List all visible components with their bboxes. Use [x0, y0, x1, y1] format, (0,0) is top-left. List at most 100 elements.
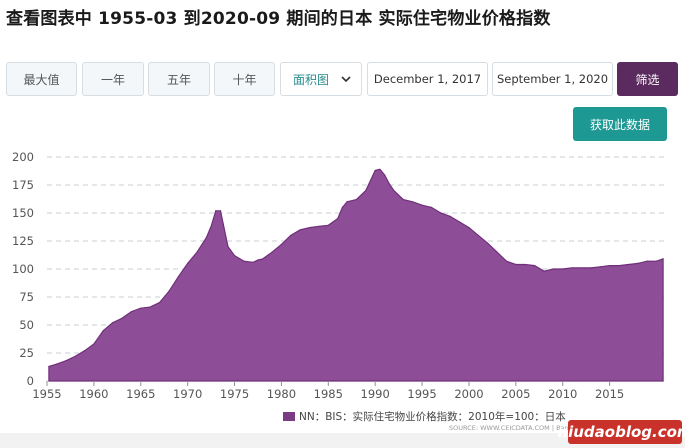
data-point [55, 363, 57, 365]
data-point [609, 265, 611, 267]
legend-label: NN：BIS：实际住宅物业价格指数：2010年=100：日本 [299, 411, 566, 423]
data-point [196, 251, 198, 253]
data-point [215, 210, 217, 212]
y-tick-label: 150 [12, 206, 34, 220]
x-tick-label: 2010 [548, 387, 577, 401]
get-data-button[interactable]: 获取此数据 [573, 107, 667, 141]
data-point [327, 224, 329, 226]
data-point [590, 267, 592, 269]
data-point [93, 343, 95, 345]
y-tick-label: 100 [12, 262, 34, 276]
data-point [271, 251, 273, 253]
data-point [65, 360, 67, 362]
y-tick-label: 75 [19, 290, 34, 304]
data-point [210, 225, 212, 228]
data-point [599, 266, 601, 268]
range-1y-button[interactable]: 一年 [82, 62, 144, 96]
x-tick-label: 1980 [267, 387, 296, 401]
x-tick-label: 1990 [361, 387, 390, 401]
legend-swatch [283, 412, 295, 421]
data-point [662, 258, 664, 260]
data-point [458, 221, 461, 223]
data-point [421, 204, 423, 206]
y-tick-label: 175 [12, 178, 34, 192]
data-point [383, 174, 386, 176]
data-point [168, 290, 170, 292]
x-axis-ticks: 1955 1960 1965 1970 1975 1980 1985 1990 1995 2000… [32, 381, 624, 401]
data-point [257, 259, 259, 261]
data-point [655, 260, 658, 262]
source-note: SOURCE: WWW.CEICDATA.COM | Ban [449, 424, 569, 432]
data-point [205, 237, 208, 239]
data-point [374, 169, 376, 172]
page-title: 查看图表中 1955-03 到2020-09 期间的日本 实际住宅物业价格指数 [6, 9, 551, 29]
y-tick-label: 200 [12, 150, 34, 164]
data-point [262, 258, 264, 260]
filter-button[interactable]: 筛选 [617, 62, 678, 96]
data-point [477, 234, 479, 236]
x-tick-label: 1985 [314, 387, 343, 401]
data-point [552, 268, 554, 270]
data-point [440, 212, 442, 214]
data-point [299, 229, 301, 231]
data-point [618, 265, 620, 267]
data-point [140, 307, 142, 309]
y-tick-label: 0 [27, 374, 34, 388]
range-10y-button[interactable]: 十年 [214, 62, 275, 96]
range-max-button[interactable]: 最大值 [6, 62, 77, 96]
data-point [449, 215, 451, 217]
page-bottom-strip [0, 433, 685, 448]
chart-type-select[interactable]: 面积图 [280, 62, 362, 96]
x-tick-label: 1970 [173, 387, 202, 401]
data-point [487, 242, 489, 244]
data-point [355, 198, 358, 201]
area-series-path [48, 168, 664, 382]
x-tick-label: 1995 [407, 387, 436, 401]
data-point [102, 330, 104, 332]
data-point [627, 263, 629, 266]
x-tick-label: 1955 [32, 387, 61, 401]
date-to-field[interactable]: September 1, 2020 [492, 62, 613, 96]
data-point [83, 350, 86, 352]
data-point [388, 183, 390, 185]
data-point [112, 322, 114, 324]
data-point [227, 246, 229, 248]
data-point [233, 254, 236, 257]
data-point [379, 168, 381, 170]
x-tick-label: 2000 [454, 387, 483, 401]
data-point [543, 270, 545, 272]
data-point [130, 310, 132, 313]
y-tick-label: 50 [19, 318, 34, 332]
date-from-field[interactable]: December 1, 2017 [367, 62, 488, 96]
x-tick-label: 2005 [501, 387, 530, 401]
data-point [318, 225, 320, 228]
chart-legend: NN：BIS：实际住宅物业价格指数：2010年=100：日本 [283, 409, 566, 424]
data-point [637, 262, 639, 264]
data-point [74, 355, 76, 357]
data-point [158, 302, 161, 304]
data-point [177, 276, 179, 278]
data-point [571, 267, 573, 269]
data-point [290, 234, 292, 236]
data-point [252, 261, 254, 263]
data-point [308, 226, 311, 229]
data-point [412, 201, 414, 203]
data-point [365, 190, 367, 192]
data-point [402, 198, 404, 201]
data-point [496, 251, 498, 253]
data-point [562, 268, 564, 270]
data-point [219, 210, 222, 212]
data-point [243, 260, 245, 262]
data-point [149, 306, 151, 308]
watermark-logo: niudaoblog.com [557, 420, 685, 444]
data-point [505, 260, 508, 262]
x-tick-label: 1975 [220, 387, 249, 401]
data-point [280, 243, 283, 245]
y-tick-label: 25 [19, 346, 34, 360]
range-5y-button[interactable]: 五年 [148, 62, 210, 96]
data-point [468, 226, 470, 229]
data-point [187, 262, 189, 264]
data-point [646, 260, 648, 262]
chevron-down-icon [341, 76, 351, 83]
data-point [341, 206, 343, 208]
